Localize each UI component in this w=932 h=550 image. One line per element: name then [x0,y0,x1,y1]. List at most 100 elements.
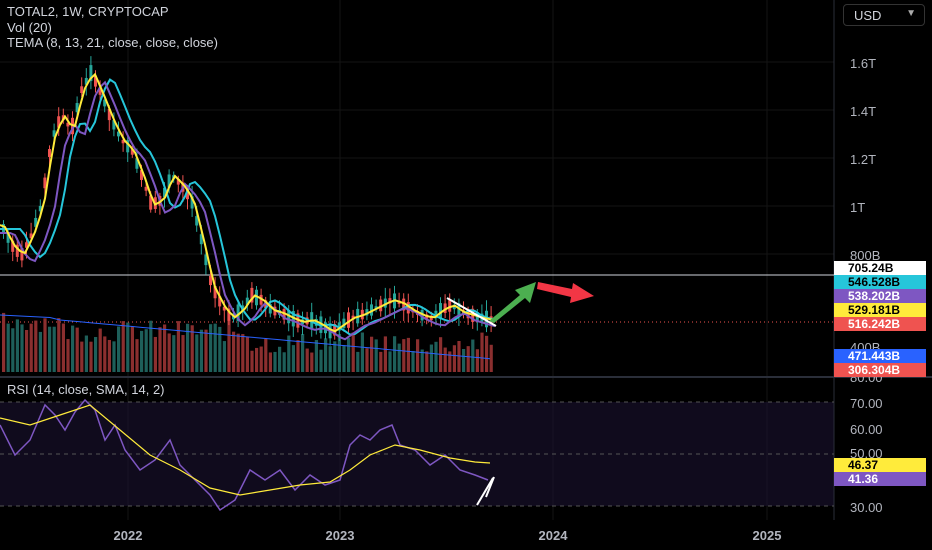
volume-bar [94,337,98,372]
candle [140,170,143,180]
candle [107,108,111,121]
trendline-drawing[interactable] [446,297,497,327]
volume-bar [107,339,111,372]
candle [15,244,19,257]
candle [112,120,116,130]
candle [452,304,456,310]
candle [52,130,56,137]
volume-bar [420,349,424,372]
volume-bar [153,336,157,372]
candle [333,323,337,336]
time-label: 2025 [752,528,782,543]
volume-bar [342,345,346,372]
candle [57,116,61,128]
volume-bar [319,349,323,372]
volume-bar [305,348,309,372]
volume-bar [158,327,162,372]
volume-bar [301,333,305,372]
tema-legend[interactable]: TEMA (8, 13, 21, close, close, close) [7,35,218,50]
candle [213,286,217,299]
volume-bar [25,329,29,372]
candle [66,122,70,127]
volume-bar [328,346,332,372]
arrow-down-icon[interactable] [537,282,594,303]
candle [80,86,84,93]
volume-bar [416,339,420,372]
volume-bar [34,320,38,372]
volume-bar [255,347,259,372]
currency-selector[interactable]: USD ▼ [843,4,925,26]
candle [255,289,258,306]
volume-bar [393,336,397,372]
volume-bar [149,320,153,372]
volume-bar [15,319,19,372]
candle [383,298,387,308]
volume-bar [360,332,364,372]
volume-bar [213,323,217,372]
volume-bar [356,351,360,372]
candle [287,309,291,324]
volume-bar [57,318,61,372]
volume-bar [448,351,452,372]
volume-bar [66,339,70,372]
volume-bar [347,338,351,372]
volume-bar [43,318,47,372]
volume-bar [20,324,24,372]
candle [20,247,24,261]
tema-mid-line [0,80,496,341]
volume-bar [268,352,272,372]
volume-bar [480,332,484,372]
volume-bar [176,321,180,372]
time-label: 2022 [113,528,143,543]
candle [38,205,42,212]
price-tick: 1.2T [850,152,877,167]
volume-bar [222,341,226,372]
volume-bar [278,346,282,372]
volume-ma-line [0,314,491,360]
candle [98,88,102,95]
rsi-tick: 50.00 [850,446,883,461]
volume-bar [374,339,378,372]
candle [75,103,79,113]
volume-bar [38,331,42,372]
volume-bar [181,335,185,372]
price-tick: 1.4T [850,104,877,119]
volume-bar [324,338,328,372]
price-tick: 1.6T [850,56,877,71]
price-badge: 705.24B [834,261,926,275]
candle [379,299,383,312]
tema-slow-line [0,78,496,336]
volume-bar [388,351,392,372]
volume-bar [466,346,470,372]
candle [126,140,130,153]
volume-bar [489,344,493,372]
candle [370,304,373,316]
price-badge: 538.202B [834,289,926,303]
volume-bar [397,343,401,372]
price-badge: 516.242B [834,317,926,331]
candle [457,303,461,318]
volume-bar [314,339,318,372]
volume-bar [126,322,130,372]
rsi-legend[interactable]: RSI (14, close, SMA, 14, 2) [7,382,165,397]
volume-bar [195,334,199,372]
volume-bar [337,334,341,372]
candle [218,296,222,307]
price-badge: 546.528B [834,275,926,289]
rsi-trendline-drawing-2[interactable] [476,477,494,506]
volume-bar [411,351,415,372]
volume-bar [383,336,387,372]
volume-bar [112,341,116,372]
arrow-up-icon[interactable] [489,282,536,323]
volume-bar [144,329,148,372]
volume-bar [167,333,171,372]
symbol-legend[interactable]: TOTAL2, 1W, CRYPTOCAP [7,4,169,19]
candle [236,304,240,321]
tema-fast-line [0,72,496,333]
candle [365,309,369,316]
price-tick: 800B [850,248,881,263]
volume-legend[interactable]: Vol (20) [7,20,52,35]
volume-bar [406,337,410,372]
